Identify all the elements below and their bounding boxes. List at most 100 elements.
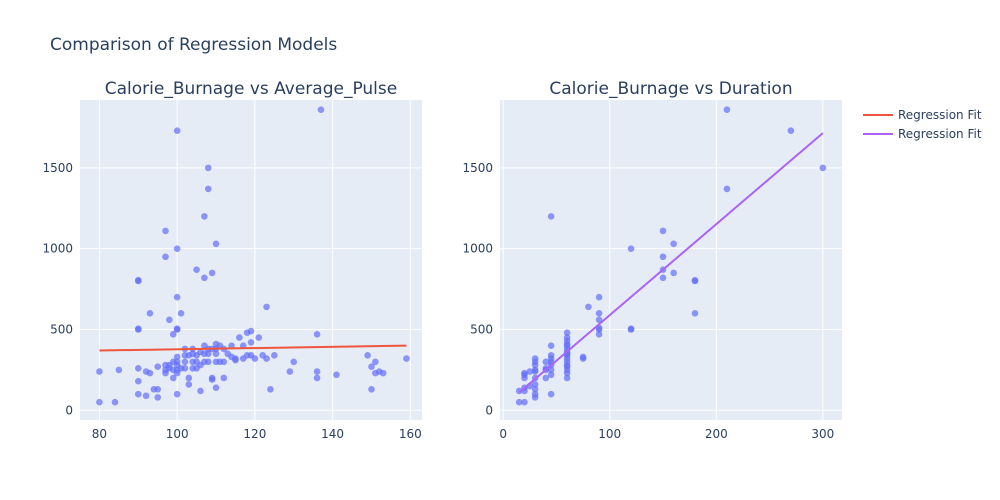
data-point[interactable] — [247, 339, 255, 346]
data-point[interactable] — [787, 127, 795, 135]
data-point[interactable] — [313, 368, 321, 375]
data-point[interactable] — [595, 316, 603, 324]
data-point[interactable] — [542, 374, 550, 382]
data-point[interactable] — [115, 366, 123, 374]
data-point[interactable] — [154, 394, 162, 401]
data-point[interactable] — [526, 368, 534, 375]
data-point[interactable] — [146, 369, 154, 377]
data-point[interactable] — [208, 269, 216, 277]
data-point[interactable] — [313, 331, 321, 338]
data-point[interactable] — [563, 329, 571, 337]
legend-item-regression-fit-1[interactable]: Regression Fit — [863, 108, 982, 122]
data-point[interactable] — [521, 369, 528, 377]
data-point[interactable] — [595, 293, 603, 301]
data-point[interactable] — [691, 276, 699, 284]
data-point[interactable] — [208, 376, 216, 383]
data-point[interactable] — [547, 366, 555, 374]
data-point[interactable] — [659, 274, 667, 282]
data-point[interactable] — [372, 358, 379, 366]
data-point[interactable] — [173, 293, 181, 301]
data-point[interactable] — [563, 334, 571, 341]
data-point[interactable] — [134, 377, 142, 385]
data-point[interactable] — [96, 398, 103, 406]
data-point[interactable] — [547, 390, 555, 398]
data-point[interactable] — [263, 355, 270, 362]
data-point[interactable] — [251, 355, 259, 362]
data-point[interactable] — [547, 213, 555, 220]
data-point[interactable] — [166, 316, 173, 324]
data-point[interactable] — [111, 398, 119, 406]
data-point[interactable] — [595, 331, 603, 338]
data-point[interactable] — [267, 385, 274, 393]
data-point[interactable] — [134, 390, 142, 398]
data-point[interactable] — [197, 387, 204, 395]
data-point[interactable] — [515, 398, 523, 406]
data-point[interactable] — [670, 240, 677, 248]
data-point[interactable] — [212, 240, 220, 248]
data-point[interactable] — [247, 327, 255, 335]
data-point[interactable] — [154, 385, 162, 393]
data-point[interactable] — [263, 303, 270, 311]
data-point[interactable] — [521, 398, 528, 406]
data-point[interactable] — [547, 371, 555, 379]
data-point[interactable] — [193, 266, 200, 273]
data-point[interactable] — [515, 387, 523, 395]
data-point[interactable] — [627, 245, 635, 252]
data-point[interactable] — [162, 253, 169, 261]
data-point[interactable] — [547, 352, 555, 359]
data-point[interactable] — [659, 227, 667, 235]
data-point[interactable] — [819, 164, 827, 172]
data-point[interactable] — [146, 310, 154, 317]
data-point[interactable] — [204, 350, 212, 358]
data-point[interactable] — [169, 374, 177, 382]
data-point[interactable] — [531, 390, 539, 398]
data-point[interactable] — [255, 334, 263, 341]
data-point[interactable] — [547, 342, 555, 349]
data-point[interactable] — [173, 390, 181, 398]
data-point[interactable] — [173, 326, 181, 333]
data-point[interactable] — [173, 245, 181, 252]
data-point[interactable] — [201, 274, 208, 282]
data-point[interactable] — [220, 358, 228, 366]
data-point[interactable] — [659, 253, 667, 261]
data-point[interactable] — [368, 385, 375, 393]
data-point[interactable] — [364, 352, 371, 359]
data-point[interactable] — [271, 352, 278, 359]
data-point[interactable] — [185, 381, 193, 388]
data-point[interactable] — [162, 227, 169, 235]
data-point[interactable] — [542, 358, 550, 366]
data-point[interactable] — [142, 392, 150, 400]
data-point[interactable] — [236, 334, 243, 341]
data-point[interactable] — [627, 325, 635, 332]
data-point[interactable] — [333, 371, 340, 379]
data-point[interactable] — [531, 381, 539, 388]
data-point[interactable] — [134, 364, 142, 372]
data-point[interactable] — [286, 368, 294, 375]
data-point[interactable] — [201, 213, 208, 220]
data-point[interactable] — [531, 385, 539, 393]
data-point[interactable] — [181, 364, 189, 372]
data-point[interactable] — [670, 269, 677, 277]
data-point[interactable] — [181, 358, 189, 366]
regression-fit-line[interactable] — [518, 132, 824, 394]
data-point[interactable] — [134, 276, 142, 284]
data-point[interactable] — [531, 355, 539, 362]
data-point[interactable] — [173, 369, 181, 377]
data-point[interactable] — [185, 374, 193, 382]
data-point[interactable] — [228, 342, 235, 349]
data-point[interactable] — [232, 356, 239, 364]
data-point[interactable] — [204, 185, 212, 193]
data-point[interactable] — [169, 331, 177, 338]
data-point[interactable] — [212, 384, 220, 391]
data-point[interactable] — [204, 358, 212, 366]
data-point[interactable] — [403, 355, 410, 362]
data-point[interactable] — [220, 374, 228, 382]
data-point[interactable] — [173, 353, 181, 361]
data-point[interactable] — [290, 358, 298, 366]
data-point[interactable] — [162, 369, 169, 377]
data-point[interactable] — [723, 185, 731, 193]
data-point[interactable] — [379, 369, 387, 377]
data-point[interactable] — [317, 106, 325, 113]
data-point[interactable] — [177, 310, 185, 317]
data-point[interactable] — [313, 374, 321, 382]
